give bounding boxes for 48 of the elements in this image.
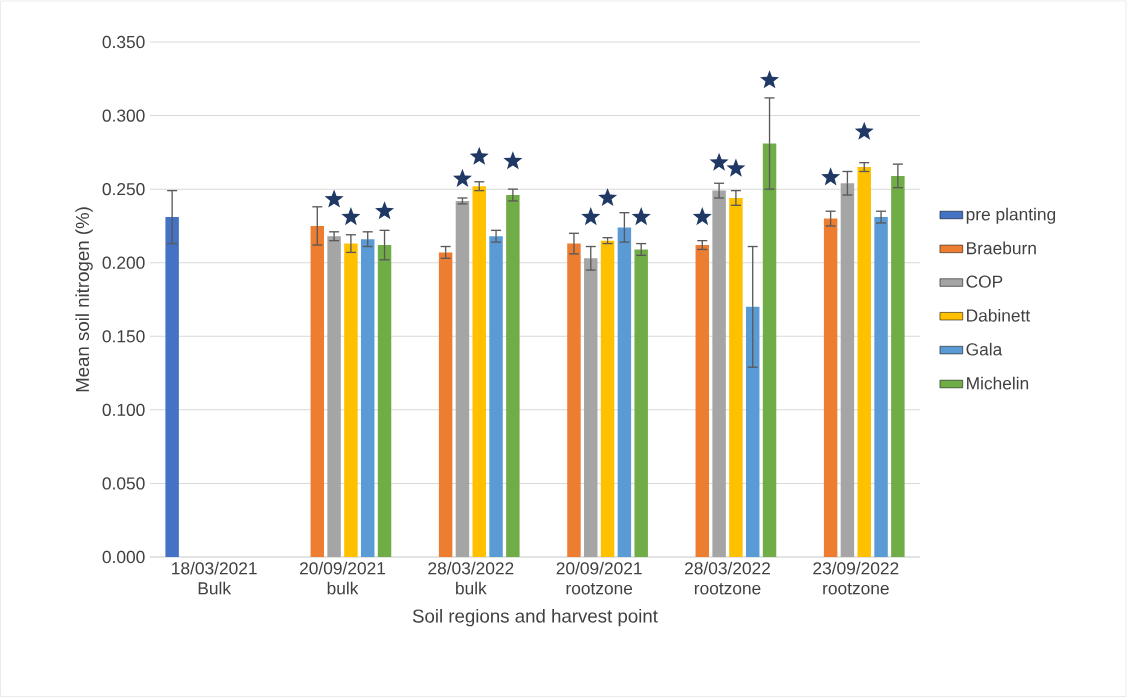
bar — [310, 225, 325, 557]
bar — [617, 227, 632, 557]
bar — [584, 258, 598, 557]
legend-label: Gala — [966, 342, 1003, 356]
bar — [344, 243, 358, 557]
y-tick-label: 0.300 — [102, 109, 145, 122]
bar — [857, 167, 871, 557]
x-tick-label: 20/09/2021 bulk — [300, 561, 386, 595]
bar — [891, 175, 905, 557]
y-tick-label: 0.350 — [102, 35, 145, 49]
bar — [455, 200, 470, 557]
bar — [377, 245, 392, 557]
y-tick-label: 0.100 — [102, 403, 145, 416]
bar — [874, 217, 888, 557]
bar — [360, 239, 375, 557]
x-tick-label: 18/03/2021 Bulk — [172, 561, 257, 595]
x-axis-title: Soil regions and harvest point — [412, 608, 658, 627]
legend-label: COP — [966, 275, 1003, 288]
x-tick-label: 23/09/2022 rootzone — [813, 561, 899, 595]
y-tick-label: 0.000 — [102, 550, 145, 564]
bar — [634, 249, 648, 557]
bar — [823, 218, 838, 557]
y-tick-label: 0.150 — [102, 330, 145, 343]
x-tick-label: 28/03/2022 bulk — [428, 561, 514, 595]
x-tick-label: 20/09/2021 rootzone — [556, 561, 642, 595]
bar — [840, 183, 855, 557]
bar — [712, 190, 726, 557]
y-tick-label: 0.050 — [102, 477, 145, 490]
y-tick-label: 0.250 — [102, 183, 145, 196]
bar — [762, 143, 777, 557]
bar — [600, 240, 615, 557]
bar — [327, 236, 341, 557]
bar — [567, 243, 581, 557]
bar — [695, 245, 710, 557]
legend-label: Dabinett — [967, 308, 1031, 322]
y-tick-label: 0.200 — [102, 256, 145, 269]
y-axis-title: Mean soil nitrogen (%) — [75, 207, 93, 392]
bar — [729, 197, 743, 557]
legend-label: pre planting — [966, 207, 1056, 224]
bar — [472, 186, 486, 557]
legend-label: Braeburn — [967, 241, 1036, 255]
bar — [506, 195, 520, 557]
bar — [438, 252, 453, 557]
bar — [745, 306, 760, 557]
x-tick-label: 28/03/2022 rootzone — [685, 561, 770, 595]
bar — [165, 217, 179, 557]
bar — [489, 236, 503, 557]
legend-label: Michelin — [967, 376, 1029, 390]
